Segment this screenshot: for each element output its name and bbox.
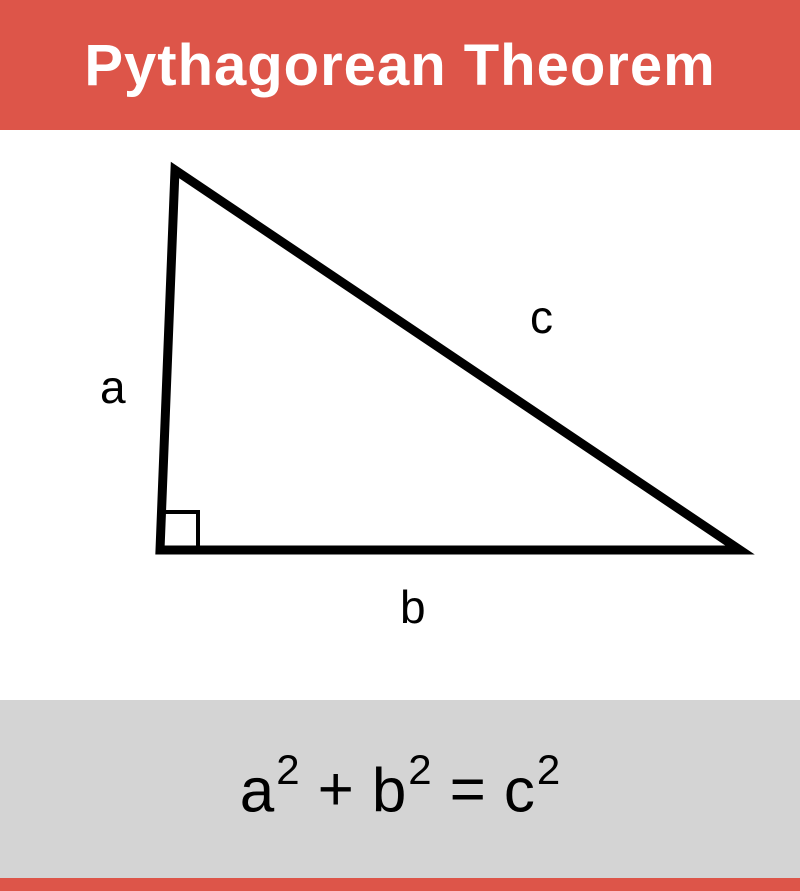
header-band: Pythagorean Theorem bbox=[0, 0, 800, 130]
formula-a-base: a bbox=[240, 756, 274, 825]
label-b: b bbox=[400, 580, 426, 634]
page-title: Pythagorean Theorem bbox=[84, 32, 715, 99]
formula-c-exp: 2 bbox=[537, 746, 560, 793]
bottom-accent-bar bbox=[0, 878, 800, 891]
formula-plus: + bbox=[318, 754, 354, 825]
formula-equals: = bbox=[450, 754, 486, 825]
formula-c-base: c bbox=[504, 756, 535, 825]
formula-term-a: a2 bbox=[240, 752, 300, 827]
triangle-shape bbox=[160, 170, 740, 550]
label-c: c bbox=[530, 290, 553, 344]
formula-b-exp: 2 bbox=[408, 746, 431, 793]
formula-term-c: c2 bbox=[504, 752, 560, 827]
triangle-diagram: a b c bbox=[0, 130, 800, 700]
formula-term-b: b2 bbox=[372, 752, 432, 827]
label-a: a bbox=[100, 360, 126, 414]
formula-band: a2 + b2 = c2 bbox=[0, 700, 800, 878]
formula-b-base: b bbox=[372, 756, 406, 825]
formula-a-exp: 2 bbox=[276, 746, 299, 793]
